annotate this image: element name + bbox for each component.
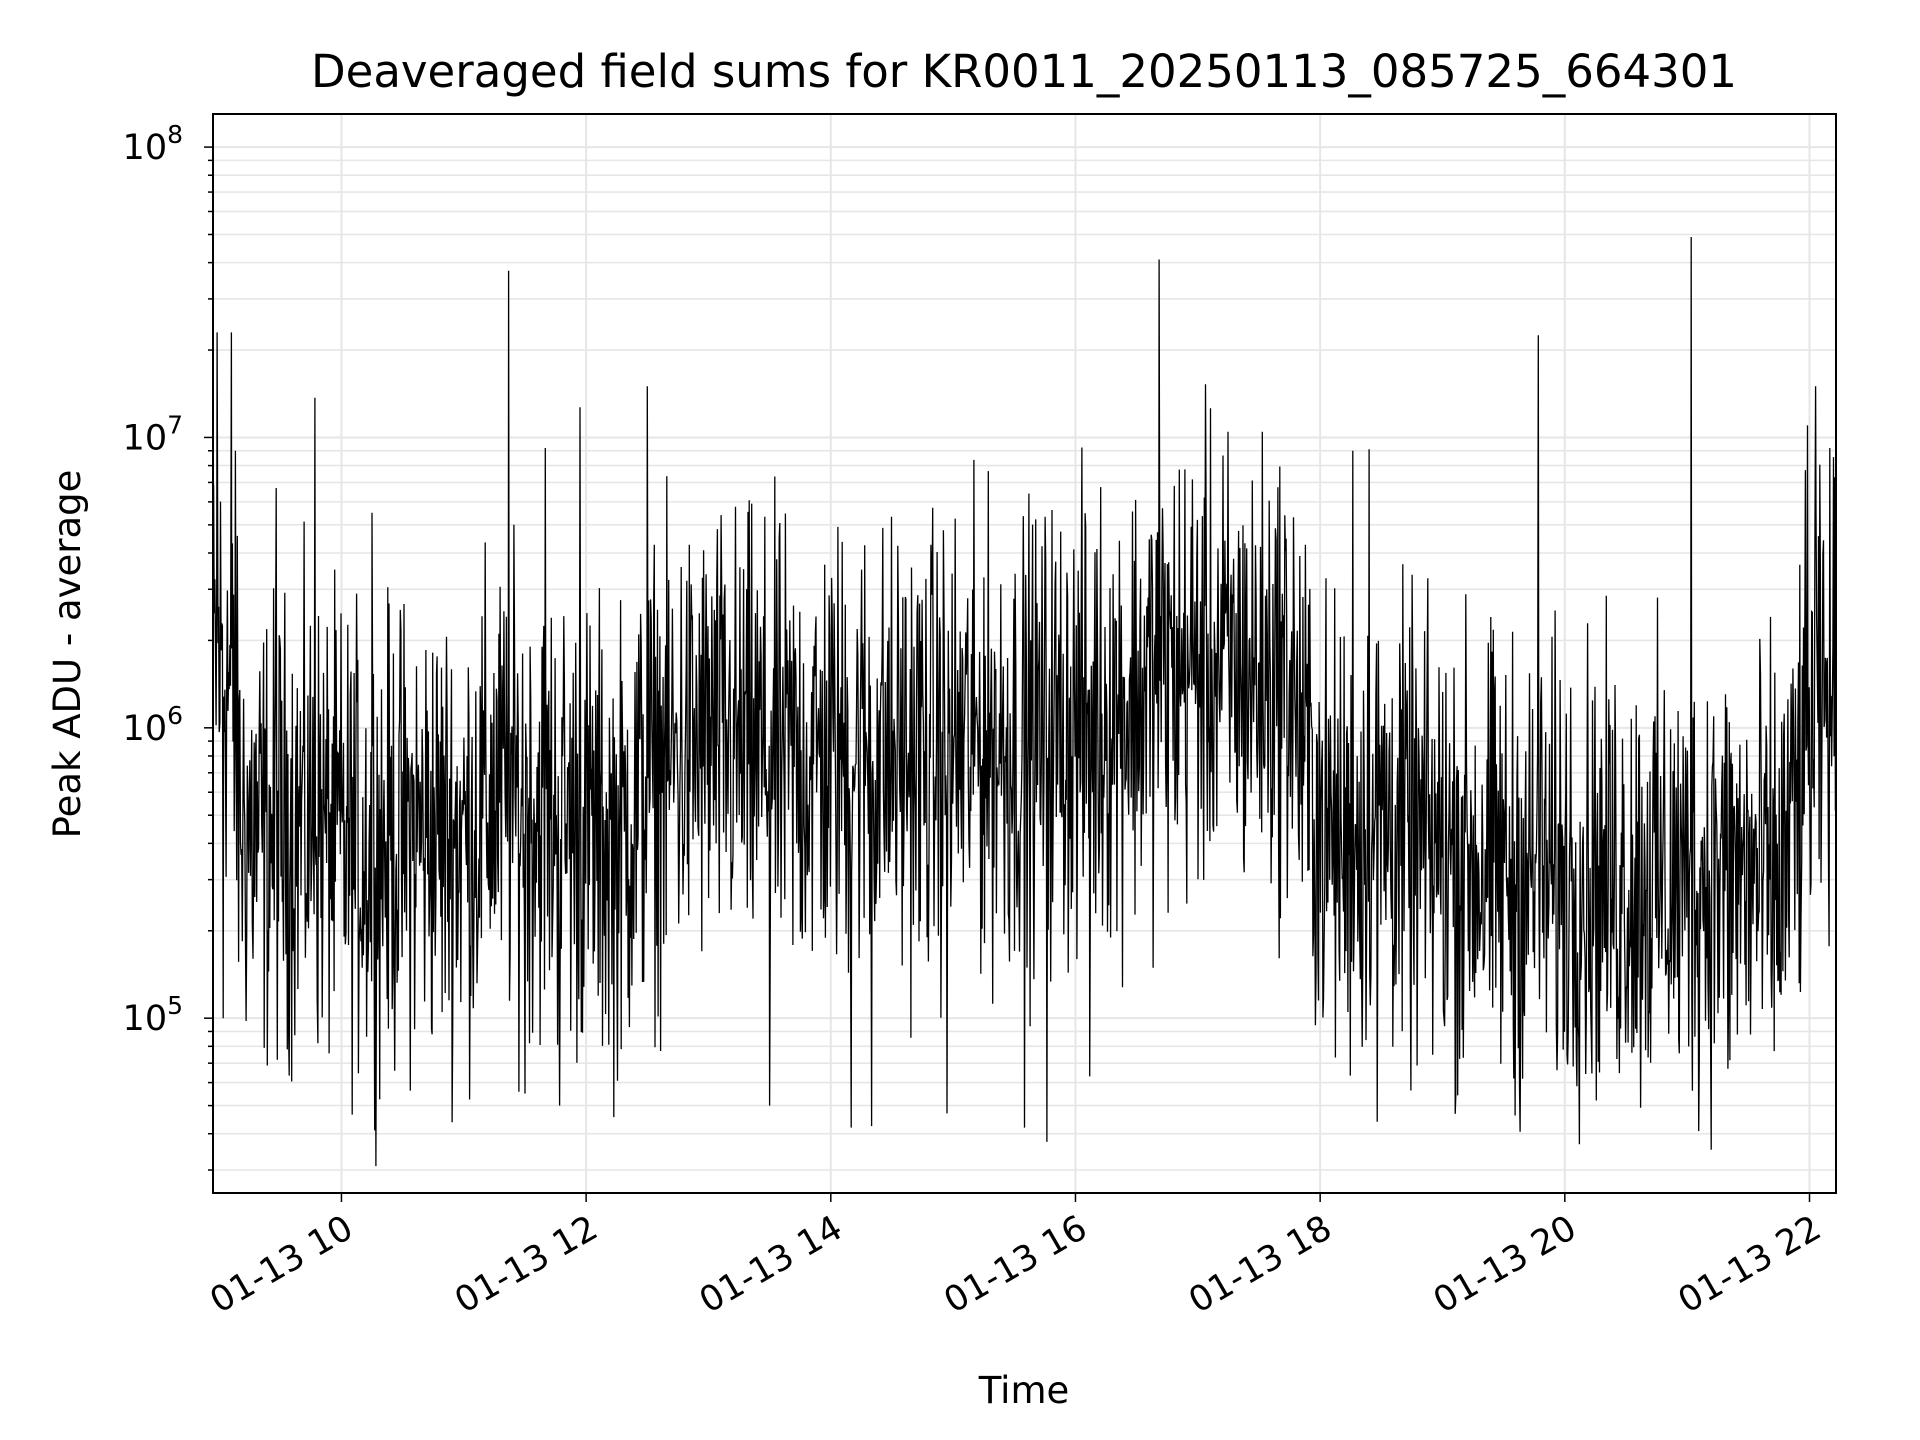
y-tick-base: 10	[123, 999, 168, 1039]
plot-frame	[212, 113, 1837, 1194]
y-tick-exponent: 5	[167, 991, 183, 1020]
y-tick-base: 10	[123, 128, 168, 168]
series-peak-adu	[212, 163, 1837, 1167]
y-tick-label: 105	[123, 991, 183, 1039]
y-tick-label: 106	[123, 701, 183, 749]
y-tick-label: 108	[123, 120, 183, 168]
chart-title: Deaveraged field sums for KR0011_2025011…	[311, 45, 1737, 98]
y-tick-label: 107	[123, 410, 183, 458]
series-line	[212, 163, 1837, 1167]
y-tick-exponent: 7	[167, 410, 183, 439]
y-axis-label: Peak ADU - average	[46, 470, 89, 839]
y-tick-base: 10	[123, 418, 168, 458]
y-tick-exponent: 6	[167, 701, 183, 730]
x-axis-label: Time	[978, 1369, 1070, 1412]
y-tick-exponent: 8	[167, 120, 183, 149]
y-tick-base: 10	[123, 709, 168, 749]
